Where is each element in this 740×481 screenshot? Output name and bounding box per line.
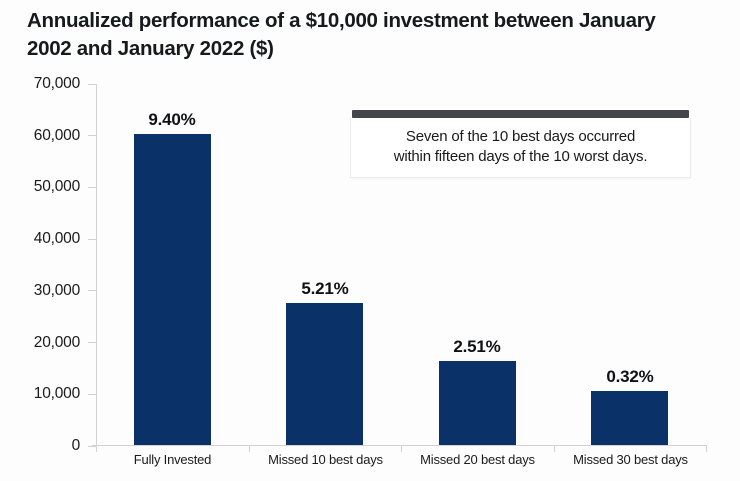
bar-value-label: 2.51%: [453, 337, 501, 356]
y-tick-mark: [88, 342, 96, 344]
y-tick-mark: [88, 238, 96, 240]
y-tick-mark: [88, 83, 96, 85]
bar: [286, 303, 363, 445]
y-tick-label: 50,000: [33, 178, 80, 196]
y-axis-line: [96, 84, 97, 452]
x-axis-line: [92, 445, 707, 446]
y-tick-label: 40,000: [33, 230, 80, 248]
bar: [591, 391, 668, 445]
bar-value-label: 0.32%: [606, 367, 654, 386]
x-category-label: Missed 30 best days: [573, 452, 688, 467]
x-category-label: Missed 20 best days: [420, 452, 535, 467]
x-tick-mark: [554, 446, 555, 452]
annotation-line-1: Seven of the 10 best days occurred: [405, 128, 636, 145]
y-tick-mark: [88, 290, 96, 292]
annotation-callout: Seven of the 10 best days occurred withi…: [350, 110, 691, 178]
y-tick-label: 10,000: [33, 385, 80, 403]
x-tick-mark: [249, 446, 250, 452]
y-tick-mark: [88, 445, 96, 447]
chart-title-line-2: 2002 and January 2022 ($): [27, 37, 274, 60]
y-tick-label: 30,000: [33, 281, 80, 299]
bar-value-label: 5.21%: [301, 279, 349, 298]
x-tick-mark: [706, 446, 707, 452]
bar: [134, 134, 211, 445]
x-category-label: Missed 10 best days: [268, 452, 383, 467]
bar-value-label: 9.40%: [148, 110, 196, 129]
bar: [439, 361, 516, 445]
annotation-line-2: within fifteen days of the 10 worst days…: [393, 148, 648, 165]
annotation-accent-bar: [352, 110, 689, 118]
x-tick-mark: [401, 446, 402, 452]
chart-title: Annualized performance of a $10,000 inve…: [27, 7, 727, 63]
y-tick-label: 0: [71, 437, 81, 454]
annotation-text: Seven of the 10 best days occurred withi…: [350, 118, 691, 178]
y-tick-mark: [88, 135, 96, 137]
y-tick-mark: [88, 186, 96, 188]
y-tick-label: 20,000: [33, 333, 80, 351]
x-category-label: Fully Invested: [133, 452, 212, 467]
y-tick-label: 60,000: [33, 126, 80, 144]
y-tick-mark: [88, 393, 96, 395]
chart-title-line-1: Annualized performance of a $10,000 inve…: [27, 9, 656, 32]
y-tick-label: 70,000: [33, 75, 80, 92]
